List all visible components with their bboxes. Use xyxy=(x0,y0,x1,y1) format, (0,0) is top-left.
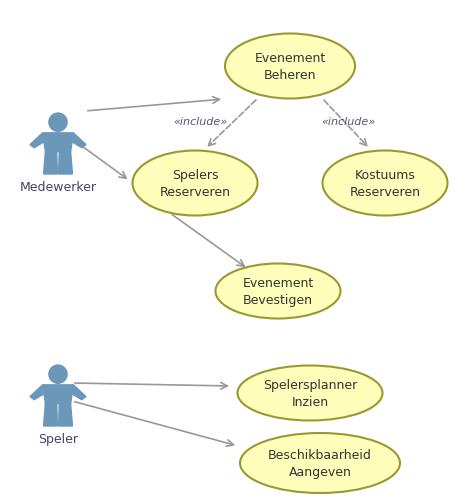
Polygon shape xyxy=(30,385,49,400)
Text: Spelers
Reserveren: Spelers Reserveren xyxy=(159,169,230,198)
Text: Beschikbaarheid
Aangeven: Beschikbaarheid Aangeven xyxy=(268,448,371,478)
Ellipse shape xyxy=(132,151,257,216)
Ellipse shape xyxy=(237,366,382,421)
Text: Medewerker: Medewerker xyxy=(19,180,96,193)
Ellipse shape xyxy=(322,151,446,216)
Ellipse shape xyxy=(215,264,340,319)
Polygon shape xyxy=(58,404,72,426)
Circle shape xyxy=(48,113,68,133)
Ellipse shape xyxy=(225,35,354,99)
Circle shape xyxy=(48,365,68,384)
Polygon shape xyxy=(43,385,73,404)
Polygon shape xyxy=(44,404,57,426)
Text: Evenement
Beheren: Evenement Beheren xyxy=(254,52,325,82)
Polygon shape xyxy=(30,134,49,148)
Polygon shape xyxy=(44,152,57,175)
Text: «include»: «include» xyxy=(173,117,226,127)
Polygon shape xyxy=(43,134,73,152)
Polygon shape xyxy=(58,152,72,175)
Polygon shape xyxy=(67,134,86,148)
Text: Kostuums
Reserveren: Kostuums Reserveren xyxy=(349,169,419,198)
Text: Evenement
Bevestigen: Evenement Bevestigen xyxy=(242,277,313,307)
Text: Speler: Speler xyxy=(38,432,78,445)
Ellipse shape xyxy=(239,433,399,493)
Polygon shape xyxy=(67,385,86,400)
Text: «include»: «include» xyxy=(320,117,374,127)
Text: Spelersplanner
Inzien: Spelersplanner Inzien xyxy=(263,378,357,408)
